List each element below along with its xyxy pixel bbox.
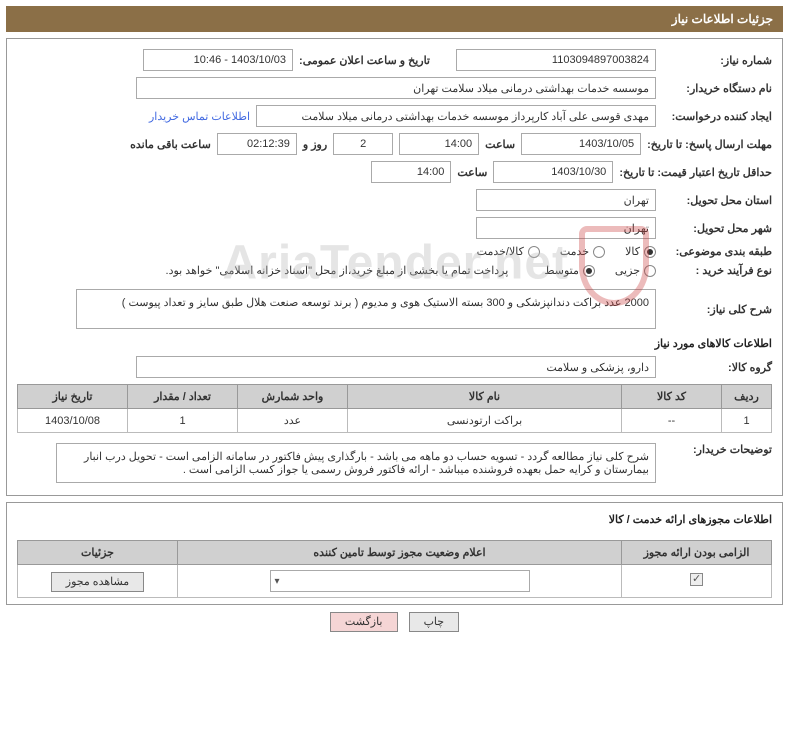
desc-value: 2000 عدد براکت دندانپزشکی و 300 بسته الا… <box>76 289 656 329</box>
back-button[interactable]: بازگشت <box>330 612 398 632</box>
radio-icon <box>583 265 595 277</box>
license-table: الزامی بودن ارائه مجوز اعلام وضعیت مجوز … <box>17 540 772 598</box>
items-table: ردیف کد کالا نام کالا واحد شمارش تعداد /… <box>17 384 772 433</box>
view-license-button[interactable]: مشاهده مجوز <box>51 572 144 592</box>
pt-radio-medium[interactable]: متوسط <box>544 264 595 277</box>
buyer-notes-value: شرح کلی نیاز مطالعه گردد - تسویه حساب دو… <box>56 443 656 483</box>
creator-value: مهدی قوسی علی آباد کارپرداز موسسه خدمات … <box>256 105 656 127</box>
th-name: نام کالا <box>348 385 622 409</box>
td-name: براکت ارتودنسی <box>348 409 622 433</box>
th-status: اعلام وضعیت مجوز توسط تامین کننده <box>178 541 622 565</box>
th-qty: تعداد / مقدار <box>128 385 238 409</box>
announce-value: 1403/10/03 - 10:46 <box>143 49 293 71</box>
days-unit: روز و <box>303 138 327 151</box>
page-header: جزئیات اطلاعات نیاز <box>6 6 783 32</box>
pt-radio-minor[interactable]: جزیی <box>615 264 656 277</box>
table-header-row: الزامی بودن ارائه مجوز اعلام وضعیت مجوز … <box>18 541 772 565</box>
radio-icon <box>593 246 605 258</box>
items-section-title: اطلاعات کالاهای مورد نیاز <box>17 337 772 350</box>
category-label: طبقه بندی موضوعی: <box>662 245 772 258</box>
th-row: ردیف <box>722 385 772 409</box>
radio-icon <box>528 246 540 258</box>
radio-icon <box>644 265 656 277</box>
payment-note: پرداخت تمام یا بخشی از مبلغ خرید،از محل … <box>166 264 509 277</box>
need-number-value: 1103094897003824 <box>456 49 656 71</box>
buyer-notes-label: توضیحات خریدار: <box>662 443 772 456</box>
contact-link[interactable]: اطلاعات تماس خریدار <box>149 110 250 123</box>
chevron-down-icon: ▾ <box>275 576 280 587</box>
time-label-1: ساعت <box>485 138 515 151</box>
th-details: جزئیات <box>18 541 178 565</box>
cat-radio-service[interactable]: خدمت <box>560 245 605 258</box>
validity-date: 1403/10/30 <box>493 161 613 183</box>
td-unit: عدد <box>238 409 348 433</box>
validity-label: حداقل تاریخ اعتبار قیمت: تا تاریخ: <box>619 166 772 179</box>
cat-radio-goods[interactable]: کالا <box>625 245 656 258</box>
td-mandatory <box>622 565 772 598</box>
deadline-date: 1403/10/05 <box>521 133 641 155</box>
th-mandatory: الزامی بودن ارائه مجوز <box>622 541 772 565</box>
group-value: دارو، پزشکی و سلامت <box>136 356 656 378</box>
validity-time: 14:00 <box>371 161 451 183</box>
td-date: 1403/10/08 <box>18 409 128 433</box>
license-section-title: اطلاعات مجوزهای ارائه خدمت / کالا <box>17 513 772 526</box>
status-select[interactable]: ▾ <box>270 570 530 592</box>
td-code: -- <box>622 409 722 433</box>
city-value: تهران <box>476 217 656 239</box>
radio-icon <box>644 246 656 258</box>
td-qty: 1 <box>128 409 238 433</box>
buyer-value: موسسه خدمات بهداشتی درمانی میلاد سلامت ت… <box>136 77 656 99</box>
th-code: کد کالا <box>622 385 722 409</box>
creator-label: ایجاد کننده درخواست: <box>662 110 772 123</box>
table-row: ▾ مشاهده مجوز <box>18 565 772 598</box>
need-number-label: شماره نیاز: <box>662 54 772 67</box>
table-row: 1 -- براکت ارتودنسی عدد 1 1403/10/08 <box>18 409 772 433</box>
td-details: مشاهده مجوز <box>18 565 178 598</box>
mandatory-checkbox[interactable] <box>690 573 703 586</box>
table-header-row: ردیف کد کالا نام کالا واحد شمارش تعداد /… <box>18 385 772 409</box>
purchase-type-label: نوع فرآیند خرید : <box>662 264 772 277</box>
buyer-label: نام دستگاه خریدار: <box>662 82 772 95</box>
license-panel: اطلاعات مجوزهای ارائه خدمت / کالا الزامی… <box>6 502 783 605</box>
td-row: 1 <box>722 409 772 433</box>
province-value: تهران <box>476 189 656 211</box>
countdown: 02:12:39 <box>217 133 297 155</box>
days-remain: 2 <box>333 133 393 155</box>
group-label: گروه کالا: <box>662 361 772 374</box>
province-label: استان محل تحویل: <box>662 194 772 207</box>
time-label-2: ساعت <box>457 166 487 179</box>
main-panel: شماره نیاز: 1103094897003824 تاریخ و ساع… <box>6 38 783 496</box>
td-status: ▾ <box>178 565 622 598</box>
city-label: شهر محل تحویل: <box>662 222 772 235</box>
action-buttons: چاپ بازگشت <box>0 615 789 628</box>
deadline-time: 14:00 <box>399 133 479 155</box>
category-radio-group: کالا خدمت کالا/خدمت <box>477 245 656 258</box>
purchase-type-radio-group: جزیی متوسط <box>544 264 656 277</box>
deadline-label: مهلت ارسال پاسخ: تا تاریخ: <box>647 138 772 151</box>
print-button[interactable]: چاپ <box>409 612 460 632</box>
announce-label: تاریخ و ساعت اعلان عمومی: <box>299 54 430 67</box>
th-unit: واحد شمارش <box>238 385 348 409</box>
cat-radio-both[interactable]: کالا/خدمت <box>477 245 540 258</box>
page-title: جزئیات اطلاعات نیاز <box>672 12 773 26</box>
desc-label: شرح کلی نیاز: <box>662 303 772 316</box>
remain-suffix: ساعت باقی مانده <box>130 138 211 151</box>
th-date: تاریخ نیاز <box>18 385 128 409</box>
